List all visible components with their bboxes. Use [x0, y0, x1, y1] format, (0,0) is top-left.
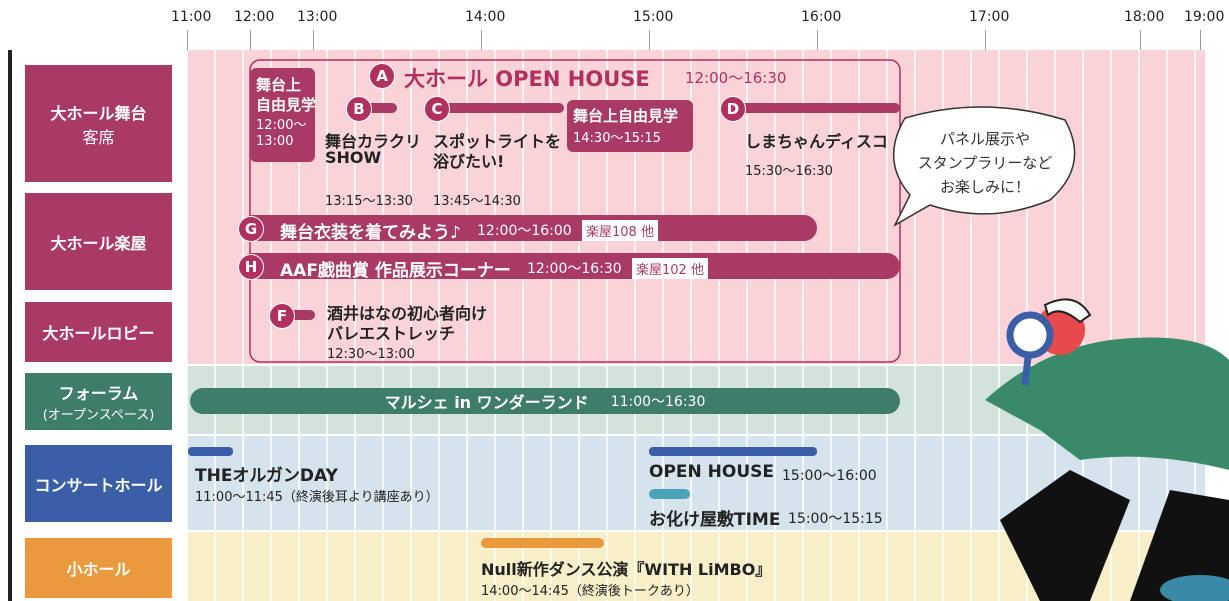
row-header: 大ホール舞台 客席	[25, 65, 172, 182]
tick	[649, 30, 650, 50]
tick	[313, 30, 314, 50]
label: 楽屋108 他	[582, 220, 658, 241]
row-label: 小ホール	[66, 560, 131, 579]
label: AAF戯曲賞 作品展示コーナー	[280, 261, 511, 281]
row-header: 大ホールロビー	[25, 302, 172, 362]
letter-badge: G	[238, 216, 264, 242]
event-bar	[240, 215, 817, 241]
letter-badge: B	[346, 96, 372, 122]
label: 酒井はなの初心者向け	[327, 304, 488, 323]
label: 13:00	[256, 134, 294, 149]
row-header: 小ホール	[25, 538, 172, 598]
event-bar	[732, 103, 900, 113]
event-bar	[240, 253, 900, 279]
event-bar	[281, 310, 315, 320]
row-label: 客席	[82, 127, 115, 147]
time-label: 14:00	[465, 9, 506, 25]
label: THEオルガンDAY	[195, 466, 338, 486]
label: マルシェ in ワンダーランド	[384, 393, 589, 412]
label: 楽屋102 他	[632, 258, 708, 279]
tick	[481, 30, 482, 50]
label: 14:30〜15:15	[573, 131, 661, 146]
label: 15:00〜16:00	[782, 468, 877, 484]
tick	[1140, 30, 1141, 50]
label: 15:00〜15:15	[788, 511, 883, 527]
letter-badge: C	[424, 96, 450, 122]
event-bar: マルシェ in ワンダーランド 11:00〜16:30	[190, 388, 900, 414]
event-bar	[649, 447, 817, 456]
time-label: 11:00	[171, 9, 212, 25]
label: スポットライトを	[433, 132, 562, 151]
time-label: 16:00	[801, 9, 842, 25]
label: 舞台上自由見学	[573, 107, 679, 125]
letter-badge: D	[720, 96, 746, 122]
event-bar	[481, 538, 604, 548]
event-bar	[649, 489, 690, 499]
letter-badge: A	[369, 63, 395, 89]
event-bar	[358, 103, 397, 113]
label: 12:00〜16:30	[527, 261, 622, 277]
tick	[250, 30, 251, 50]
label: SHOW	[325, 148, 382, 167]
label: 12:00〜16:00	[477, 223, 572, 239]
row-label: フォーラム	[58, 384, 139, 403]
tour-box	[250, 68, 315, 162]
tick	[1200, 30, 1201, 50]
event-bar	[188, 447, 233, 456]
time-label: 18:00	[1124, 9, 1165, 25]
row-label: 大ホールロビー	[42, 324, 155, 343]
label: 12:00〜	[256, 118, 307, 133]
label: 12:30〜13:00	[327, 347, 415, 362]
row-label: (オープンスペース)	[42, 408, 155, 423]
tour-box	[567, 100, 693, 152]
label: お楽しみに！	[939, 178, 1030, 196]
label: 14:00〜14:45（終演後トークあり）	[481, 584, 699, 599]
row-header: コンサートホール	[25, 445, 172, 522]
label: 13:45〜14:30	[433, 194, 521, 209]
letter-badge: F	[269, 303, 295, 329]
label: お化け屋敷TIME	[649, 510, 781, 530]
time-label: 12:00	[234, 9, 275, 25]
tick	[187, 30, 188, 50]
time-label: 13:00	[297, 9, 338, 25]
label: 15:30〜16:30	[745, 164, 833, 179]
label: 自由見学	[256, 96, 317, 114]
time-label: 19:00	[1184, 9, 1225, 25]
row-header: フォーラム (オープンスペース)	[25, 373, 172, 430]
label: スタンプラリーなど	[917, 154, 1053, 172]
label: 舞台カラクリ	[325, 132, 422, 151]
label: 11:00〜11:45（終演後耳より講座あり）	[195, 490, 439, 505]
row-label: コンサートホール	[34, 475, 163, 495]
label: OPEN HOUSE	[649, 462, 775, 482]
label: バレエストレッチ	[327, 324, 456, 343]
label: しまちゃんディスコ	[745, 132, 888, 151]
tick	[817, 30, 818, 50]
label: 11:00〜16:30	[610, 394, 706, 410]
row-label: 大ホール舞台	[50, 103, 147, 123]
row-label: 大ホール楽屋	[50, 233, 147, 253]
row-header: 大ホール楽屋	[25, 193, 172, 290]
label: 13:15〜13:30	[325, 194, 413, 209]
label: 浴びたい!	[433, 152, 505, 171]
label: パネル展示や	[939, 130, 1030, 148]
label: 舞台衣装を着てみよう♪	[280, 223, 461, 243]
label: 舞台上	[256, 76, 302, 94]
time-label: 17:00	[969, 9, 1010, 25]
label: 12:00〜16:30	[685, 69, 787, 87]
tick	[985, 30, 986, 50]
label: Null新作ダンス公演『WITH LiMBO』	[481, 560, 772, 579]
time-label: 15:00	[633, 9, 674, 25]
event-bar	[436, 103, 564, 113]
label: 大ホール OPEN HOUSE	[404, 67, 650, 91]
letter-badge: H	[238, 254, 264, 280]
